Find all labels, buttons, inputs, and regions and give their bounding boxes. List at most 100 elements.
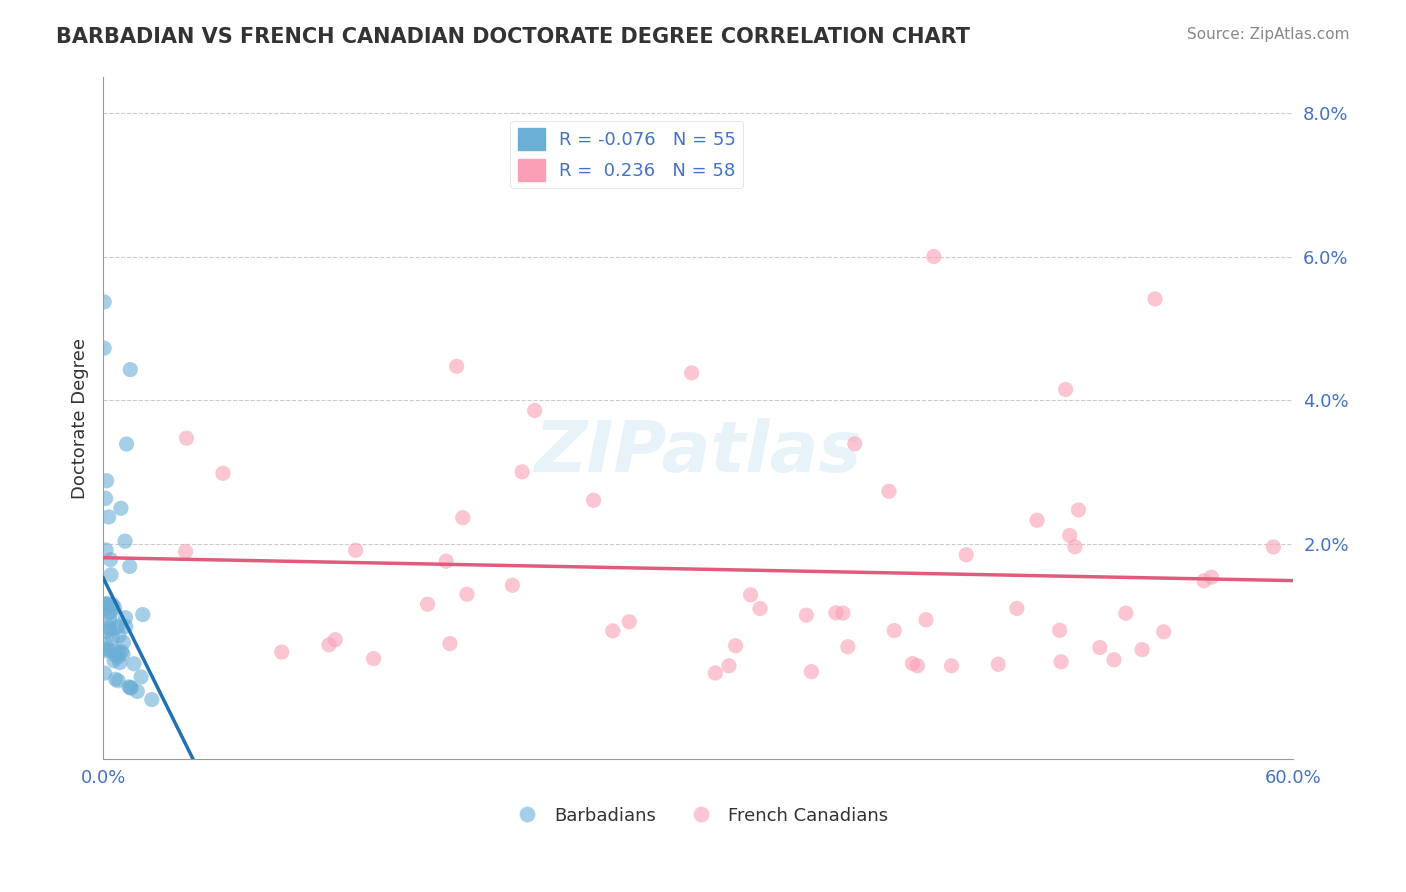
Point xyxy=(901,657,924,671)
Point xyxy=(103,644,125,658)
Point xyxy=(93,641,115,656)
Point xyxy=(619,615,641,629)
Point xyxy=(115,437,138,451)
Point xyxy=(127,684,149,698)
Point xyxy=(1263,540,1285,554)
Point xyxy=(907,658,929,673)
Point xyxy=(120,681,142,695)
Point xyxy=(98,613,121,627)
Point xyxy=(100,552,122,566)
Point xyxy=(101,631,124,645)
Point xyxy=(1130,642,1153,657)
Point xyxy=(704,665,727,680)
Point xyxy=(94,643,117,657)
Point xyxy=(318,638,340,652)
Point xyxy=(122,657,145,671)
Point xyxy=(98,606,121,620)
Point xyxy=(825,606,848,620)
Point xyxy=(323,632,346,647)
Point xyxy=(796,608,818,623)
Text: ZIPatlas: ZIPatlas xyxy=(534,417,862,487)
Point xyxy=(94,491,117,506)
Point xyxy=(94,597,117,611)
Point xyxy=(97,510,120,524)
Point xyxy=(104,648,127,662)
Point xyxy=(114,619,136,633)
Point xyxy=(582,493,605,508)
Point xyxy=(1005,601,1028,615)
Point xyxy=(883,624,905,638)
Point xyxy=(1088,640,1111,655)
Point xyxy=(1050,655,1073,669)
Point xyxy=(1153,624,1175,639)
Point xyxy=(501,578,523,592)
Point xyxy=(141,692,163,706)
Point xyxy=(107,673,129,688)
Point xyxy=(112,635,135,649)
Point xyxy=(103,600,125,615)
Point xyxy=(344,543,367,558)
Point xyxy=(439,637,461,651)
Point xyxy=(1067,503,1090,517)
Point xyxy=(96,596,118,610)
Point xyxy=(108,656,131,670)
Point xyxy=(1049,624,1071,638)
Point xyxy=(104,672,127,686)
Point xyxy=(724,639,747,653)
Point xyxy=(114,534,136,549)
Point xyxy=(93,341,115,355)
Point xyxy=(800,665,823,679)
Point xyxy=(510,465,533,479)
Point xyxy=(103,654,125,668)
Point xyxy=(129,670,152,684)
Point xyxy=(110,501,132,516)
Point xyxy=(1063,540,1085,554)
Point xyxy=(176,431,198,445)
Point xyxy=(1201,570,1223,584)
Point xyxy=(98,622,121,636)
Point xyxy=(523,403,546,417)
Y-axis label: Doctorate Degree: Doctorate Degree xyxy=(72,338,89,499)
Point xyxy=(416,597,439,611)
Point xyxy=(270,645,292,659)
Point xyxy=(107,619,129,633)
Point xyxy=(1143,292,1166,306)
Point xyxy=(602,624,624,638)
Point xyxy=(1192,574,1215,588)
Point xyxy=(93,598,115,612)
Point xyxy=(101,598,124,612)
Point xyxy=(110,645,132,659)
Point xyxy=(987,657,1010,672)
Point xyxy=(96,474,118,488)
Point xyxy=(456,587,478,601)
Point xyxy=(93,601,115,615)
Point xyxy=(740,588,762,602)
Point xyxy=(108,629,131,643)
Text: Source: ZipAtlas.com: Source: ZipAtlas.com xyxy=(1187,27,1350,42)
Point xyxy=(94,637,117,651)
Point xyxy=(915,613,938,627)
Point xyxy=(118,559,141,574)
Point xyxy=(97,643,120,657)
Point xyxy=(93,294,115,309)
Point xyxy=(100,606,122,620)
Point xyxy=(877,484,900,499)
Point xyxy=(96,624,118,639)
Point xyxy=(681,366,703,380)
Point xyxy=(831,606,853,620)
Point xyxy=(174,544,197,558)
Text: BARBADIAN VS FRENCH CANADIAN DOCTORATE DEGREE CORRELATION CHART: BARBADIAN VS FRENCH CANADIAN DOCTORATE D… xyxy=(56,27,970,46)
Point xyxy=(120,681,142,695)
Legend: Barbadians, French Canadians: Barbadians, French Canadians xyxy=(502,799,896,831)
Point xyxy=(446,359,468,374)
Point xyxy=(93,666,115,681)
Point xyxy=(451,510,474,524)
Point xyxy=(104,621,127,635)
Point xyxy=(132,607,155,622)
Point xyxy=(1115,606,1137,620)
Point xyxy=(837,640,859,654)
Point xyxy=(120,362,142,376)
Point xyxy=(955,548,977,562)
Point xyxy=(844,437,866,451)
Point xyxy=(212,467,235,481)
